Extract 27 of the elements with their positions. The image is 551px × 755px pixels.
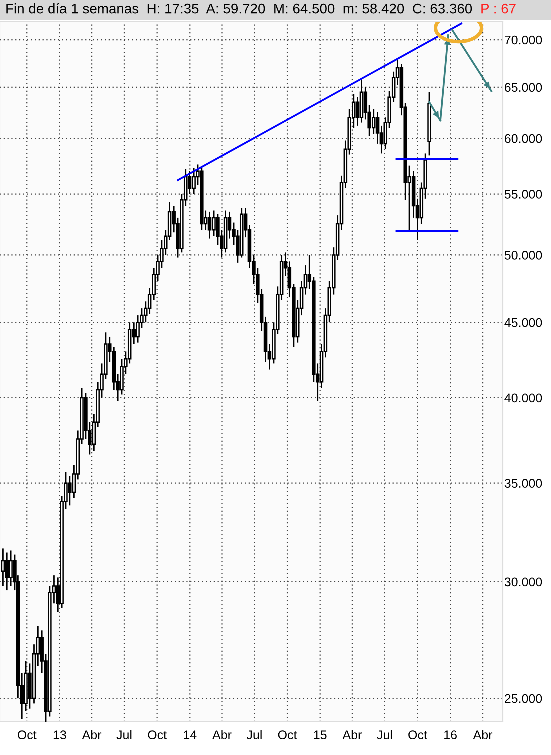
x-tick-label: Oct <box>278 730 298 740</box>
x-tick-label: Oct <box>148 730 167 740</box>
x-tick-label: Abr <box>342 730 362 740</box>
x-tick-label: Abr <box>473 730 493 740</box>
y-tick-label: 50.000 <box>504 251 542 260</box>
x-tick-label: 14 <box>184 730 197 740</box>
x-tick-label: Oct <box>18 730 37 740</box>
y-tick-label: 45.000 <box>504 318 542 328</box>
y-tick-label: 65.000 <box>505 83 542 92</box>
x-tick-label: Oct <box>408 730 428 740</box>
y-tick-label: 55.000 <box>504 190 542 199</box>
x-tick-label: Abr <box>82 730 102 740</box>
chart-title: Fin de día 1 semanas H: 17:35 A: 59.720 M: 64.500 m: 58.420 C: 63.360 <box>6 3 472 14</box>
text: P : 67 <box>482 4 516 14</box>
x-tick-label: 15 <box>314 730 327 740</box>
x-tick-label: 13 <box>54 730 66 740</box>
y-tick-label: 60.000 <box>505 134 542 144</box>
y-tick-label: 25.000 <box>505 694 542 704</box>
x-tick-label: Jul <box>377 730 392 740</box>
x-tick-label: Abr <box>212 730 232 740</box>
x-tick-label: Jul <box>116 730 132 740</box>
y-tick-label: 40.000 <box>504 394 542 403</box>
y-tick-label: 30.000 <box>504 578 542 587</box>
x-tick-label: Jul <box>246 730 262 740</box>
y-tick-label: 35.000 <box>504 479 542 488</box>
y-tick-label: 70.000 <box>505 36 542 45</box>
x-tick-label: 16 <box>444 730 457 740</box>
